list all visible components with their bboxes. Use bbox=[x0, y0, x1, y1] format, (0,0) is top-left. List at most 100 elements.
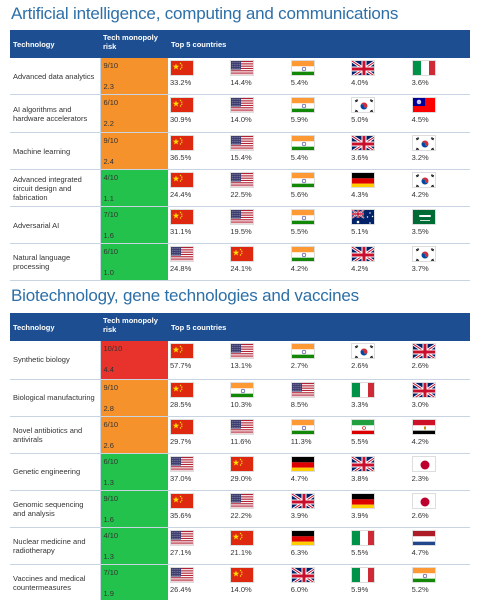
technology-name: Machine learning bbox=[10, 132, 101, 170]
header-risk: Tech monopoly risk bbox=[100, 30, 168, 58]
italy-flag-icon bbox=[351, 566, 376, 583]
country-cell: 4.0% bbox=[349, 58, 410, 95]
country-share: 2.3% bbox=[411, 473, 429, 483]
country-share: 5.5% bbox=[351, 547, 369, 557]
usa-flag-icon bbox=[170, 455, 194, 472]
monopoly-risk-cell: 6/10 2.6 bbox=[100, 416, 168, 454]
monopoly-risk-cell: 6/10 1.3 bbox=[100, 453, 168, 491]
header-risk: Tech monopoly risk bbox=[100, 313, 168, 341]
country-cell: 57.7% bbox=[168, 341, 229, 380]
country-share: 4.5% bbox=[411, 115, 429, 124]
table-row: Biological manufacturing 9/10 2.8 28.5% … bbox=[10, 379, 470, 417]
usa-flag-icon bbox=[170, 529, 194, 546]
uk-flag-icon bbox=[351, 60, 376, 76]
country-cell: 8.5% bbox=[288, 379, 350, 417]
japan-flag-icon bbox=[411, 492, 436, 509]
country-share: 4.3% bbox=[351, 190, 369, 199]
table-row: Novel antibiotics and antivirals 6/10 2.… bbox=[10, 416, 470, 454]
header-top5: Top 5 countries bbox=[168, 30, 470, 58]
country-cell: 5.6% bbox=[288, 169, 350, 207]
country-share: 10.3% bbox=[230, 399, 252, 409]
japan-flag-icon bbox=[411, 455, 436, 472]
country-share: 26.4% bbox=[170, 584, 192, 594]
table-row: Advanced integrated circuit design and f… bbox=[10, 169, 470, 207]
india-flag-icon bbox=[290, 135, 315, 151]
india-flag-icon bbox=[290, 418, 315, 435]
india-flag-icon bbox=[290, 97, 315, 113]
header-top5: Top 5 countries bbox=[168, 313, 470, 341]
country-share: 3.6% bbox=[351, 153, 369, 162]
usa-flag-icon bbox=[230, 343, 255, 359]
monopoly-risk-cell: 9/10 2.3 bbox=[100, 58, 168, 95]
india-flag-icon bbox=[230, 381, 255, 398]
monopoly-risk-cell: 9/10 2.8 bbox=[100, 379, 168, 417]
country-cell: 36.5% bbox=[168, 132, 229, 170]
south-korea-flag-icon bbox=[411, 172, 436, 188]
usa-flag-icon bbox=[170, 566, 194, 583]
country-share: 3.7% bbox=[411, 264, 429, 273]
china-flag-icon bbox=[170, 97, 194, 113]
country-share: 24.8% bbox=[170, 264, 192, 273]
egypt-flag-icon bbox=[411, 418, 436, 435]
risk-index: 2.4 bbox=[103, 157, 114, 166]
china-flag-icon bbox=[230, 529, 255, 546]
country-share: 22.5% bbox=[230, 190, 252, 199]
country-share: 4.2% bbox=[411, 190, 429, 199]
country-cell: 5.9% bbox=[288, 94, 350, 133]
country-share: 5.5% bbox=[290, 227, 308, 236]
country-share: 3.8% bbox=[351, 473, 369, 483]
uk-flag-icon bbox=[351, 246, 376, 262]
india-flag-icon bbox=[290, 209, 315, 225]
technology-name: Advanced data analytics bbox=[10, 58, 101, 95]
country-cell: 28.5% bbox=[168, 379, 229, 417]
india-flag-icon bbox=[290, 60, 315, 76]
taiwan-flag-icon bbox=[411, 97, 436, 113]
country-share: 19.5% bbox=[230, 227, 252, 236]
iran-flag-icon bbox=[351, 418, 376, 435]
country-share: 24.1% bbox=[230, 264, 252, 273]
china-flag-icon bbox=[170, 172, 194, 188]
india-flag-icon bbox=[290, 172, 315, 188]
germany-flag-icon bbox=[351, 172, 376, 188]
country-share: 3.0% bbox=[411, 399, 429, 409]
country-share: 14.0% bbox=[230, 115, 252, 124]
country-cell: 2.6% bbox=[409, 341, 470, 380]
usa-flag-icon bbox=[170, 246, 194, 262]
country-share: 2.6% bbox=[411, 361, 429, 370]
usa-flag-icon bbox=[230, 135, 255, 151]
italy-flag-icon bbox=[351, 529, 376, 546]
country-cell: 26.4% bbox=[168, 564, 229, 600]
risk-index: 1.6 bbox=[103, 231, 114, 240]
risk-index: 1.3 bbox=[103, 477, 114, 487]
technology-name: Natural language processing bbox=[10, 243, 101, 281]
technology-name: Advanced integrated circuit design and f… bbox=[10, 169, 101, 207]
table-row: Genomic sequencing and analysis 9/10 1.6… bbox=[10, 490, 470, 528]
country-share: 5.4% bbox=[290, 78, 308, 87]
usa-flag-icon bbox=[230, 172, 255, 188]
risk-score: 6/10 bbox=[103, 247, 119, 256]
country-cell: 2.3% bbox=[409, 453, 470, 491]
country-cell: 6.0% bbox=[288, 564, 350, 600]
usa-flag-icon bbox=[230, 209, 255, 225]
uk-flag-icon bbox=[411, 343, 436, 359]
country-cell: 5.9% bbox=[349, 564, 410, 600]
country-share: 4.7% bbox=[290, 473, 308, 483]
country-share: 31.1% bbox=[170, 227, 192, 236]
netherlands-flag-icon bbox=[411, 529, 436, 546]
risk-score: 7/10 bbox=[103, 210, 119, 219]
country-cell: 11.6% bbox=[228, 416, 289, 454]
china-flag-icon bbox=[170, 135, 194, 151]
monopoly-risk-cell: 9/10 1.6 bbox=[100, 490, 168, 528]
country-cell: 3.3% bbox=[349, 379, 410, 417]
country-cell: 24.4% bbox=[168, 169, 229, 207]
country-cell: 5.5% bbox=[349, 416, 410, 454]
country-cell: 6.3% bbox=[288, 527, 350, 565]
country-share: 21.1% bbox=[230, 547, 252, 557]
country-cell: 3.9% bbox=[288, 490, 350, 528]
technology-name: Genetic engineering bbox=[10, 453, 101, 491]
country-cell: 4.7% bbox=[409, 527, 470, 565]
country-share: 57.7% bbox=[170, 361, 192, 370]
country-cell: 3.6% bbox=[349, 132, 410, 170]
country-cell: 35.6% bbox=[168, 490, 229, 528]
country-share: 11.3% bbox=[290, 436, 312, 446]
